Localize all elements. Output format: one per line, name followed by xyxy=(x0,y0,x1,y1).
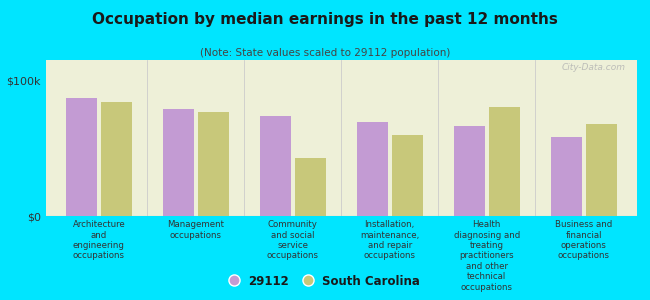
Bar xyxy=(489,107,519,216)
Bar xyxy=(101,102,132,216)
Bar xyxy=(551,137,582,216)
Bar xyxy=(163,109,194,216)
Text: (Note: State values scaled to 29112 population): (Note: State values scaled to 29112 popu… xyxy=(200,48,450,58)
Bar xyxy=(260,116,291,216)
Bar xyxy=(357,122,388,216)
Text: Occupation by median earnings in the past 12 months: Occupation by median earnings in the pas… xyxy=(92,12,558,27)
Legend: 29112, South Carolina: 29112, South Carolina xyxy=(226,271,424,291)
Bar xyxy=(66,98,97,216)
Bar xyxy=(454,127,485,216)
Bar xyxy=(392,135,422,216)
Bar xyxy=(294,158,326,216)
Bar xyxy=(586,124,617,216)
Bar xyxy=(198,112,229,216)
Text: City-Data.com: City-Data.com xyxy=(561,63,625,72)
